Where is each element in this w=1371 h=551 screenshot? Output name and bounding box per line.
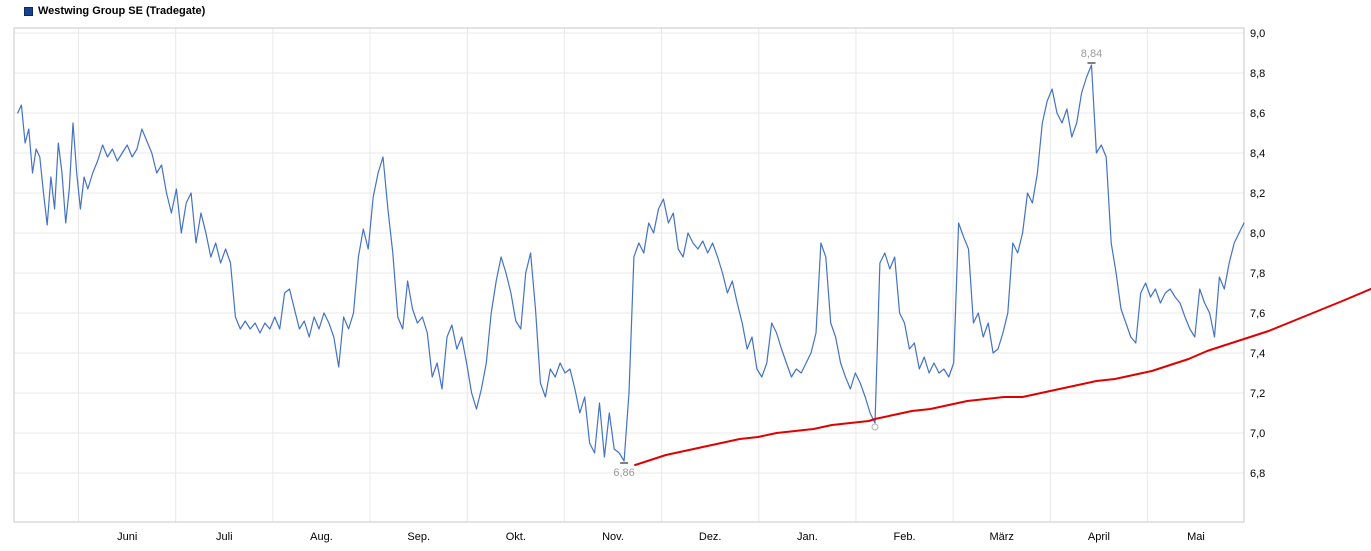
y-axis-label: 7,6: [1250, 308, 1265, 320]
y-axis-label: 8,4: [1250, 148, 1265, 160]
x-axis-label: Feb.: [893, 531, 915, 543]
legend: Westwing Group SE (Tradegate): [24, 5, 205, 17]
x-axis-label: Mai: [1187, 531, 1205, 543]
trend-line: [634, 288, 1371, 466]
y-axis-label: 8,0: [1250, 228, 1265, 240]
trend-start-marker: [871, 423, 879, 431]
y-axis-label: 8,6: [1250, 108, 1265, 120]
x-axis-label: Okt.: [506, 531, 526, 543]
x-axis-label: Juni: [117, 531, 137, 543]
low-annotation-label: 6,86: [613, 467, 634, 479]
high-annotation-label: 8,84: [1081, 48, 1102, 60]
x-axis-label: Nov.: [602, 531, 624, 543]
y-axis-label: 7,2: [1250, 388, 1265, 400]
plot-border: [13, 27, 1245, 523]
x-axis-label: Dez.: [699, 531, 722, 543]
legend-label: Westwing Group SE (Tradegate): [38, 5, 206, 17]
y-axis-label: 7,4: [1250, 348, 1265, 360]
y-axis-label: 7,8: [1250, 268, 1265, 280]
y-axis-label: 6,8: [1250, 468, 1265, 480]
y-axis-label: 7,0: [1250, 428, 1265, 440]
x-axis-label: Sep.: [407, 531, 430, 543]
x-axis-label: März: [989, 531, 1013, 543]
x-axis-label: Aug.: [310, 531, 333, 543]
x-axis-label: Jan.: [797, 531, 818, 543]
y-axis-label: 8,2: [1250, 188, 1265, 200]
series-color-swatch: [24, 6, 33, 16]
y-axis-label: 9,0: [1250, 28, 1265, 40]
x-axis-label: April: [1088, 531, 1110, 543]
price-line: [17, 64, 1245, 462]
y-axis-label: 8,8: [1250, 68, 1265, 80]
x-axis-label: Juli: [216, 531, 233, 543]
